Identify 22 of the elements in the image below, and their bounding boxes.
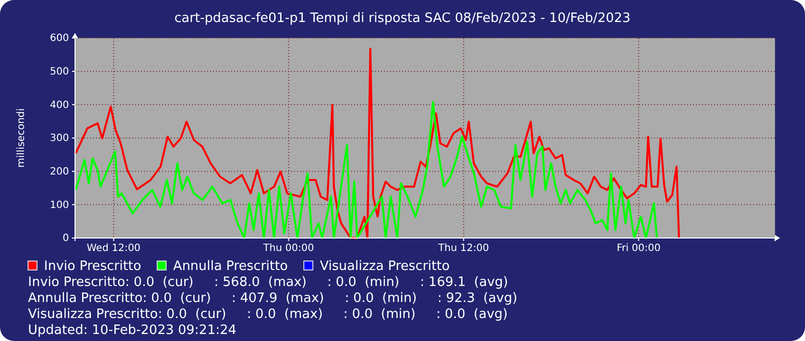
y-tick-label: 600 xyxy=(50,33,69,44)
legend-label: Annulla Prescritto xyxy=(173,259,288,274)
y-axis-title: millisecondi xyxy=(16,108,27,168)
x-tick-label: Wed 12:00 xyxy=(86,243,141,254)
x-tick-label: Fri 00:00 xyxy=(616,243,661,254)
text: Updated: 10-Feb-2023 09:21:24 xyxy=(28,323,236,338)
legend-label: Invio Prescritto xyxy=(44,259,142,274)
y-tick-label: 200 xyxy=(50,166,69,178)
chart-title: cart-pdasac-fe01-p1 Tempi di risposta SAC 08/Feb/2023 - 10/Feb/2023 xyxy=(174,11,631,26)
y-tick-label: 500 xyxy=(50,66,69,78)
x-tick-label: Thu 00:00 xyxy=(262,243,314,254)
line-series xyxy=(74,101,658,239)
y-tick-label: 100 xyxy=(50,200,69,211)
text: Annulla Prescritto: 0.0 (cur) : 407.9 (max) : 0.0 (min) : 92.3 (avg) xyxy=(28,291,518,306)
x-tick-label: Thu 12:00 xyxy=(437,243,490,254)
line-series xyxy=(74,48,680,239)
text: Invio Prescritto: 0.0 (cur) : 568.0 (max) : 0.0 (min) : 169.1 (avg) xyxy=(28,275,508,290)
y-tick-label: 0 xyxy=(62,233,69,244)
text: Visualizza Prescritto: 0.0 (cur) : 0.0 (max) : 0.0 (min) : 0.0 (avg) xyxy=(28,307,508,322)
y-tick-label: 400 xyxy=(50,100,69,111)
y-tick-label: 300 xyxy=(50,133,69,144)
legend-label: Visualizza Prescritto xyxy=(320,259,450,274)
